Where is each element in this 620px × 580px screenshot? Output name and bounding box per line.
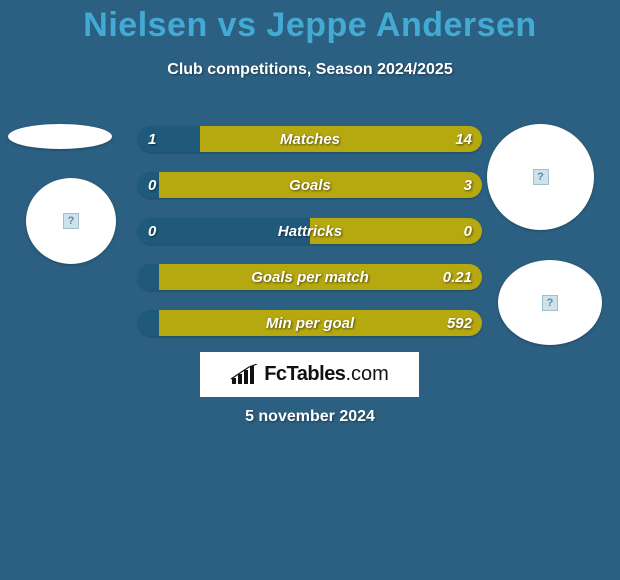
stat-label: Goals per match xyxy=(138,264,482,290)
page-title: Nielsen vs Jeppe Andersen xyxy=(0,0,620,45)
player-avatar-right-bottom xyxy=(498,260,602,345)
decorative-ellipse xyxy=(8,124,112,149)
player-avatar-right-top xyxy=(487,124,594,230)
stat-row: 592Min per goal xyxy=(138,310,482,336)
brand-name: FcTables xyxy=(264,363,345,385)
image-placeholder-icon xyxy=(542,295,558,311)
stat-label: Matches xyxy=(138,126,482,152)
image-placeholder-icon xyxy=(63,213,79,229)
brand-ext: .com xyxy=(345,363,388,385)
image-placeholder-icon xyxy=(533,169,549,185)
page-subtitle: Club competitions, Season 2024/2025 xyxy=(0,61,620,79)
stat-row: 0.21Goals per match xyxy=(138,264,482,290)
stat-label: Hattricks xyxy=(138,218,482,244)
player-avatar-left xyxy=(26,178,116,264)
date-line: 5 november 2024 xyxy=(0,408,620,426)
stat-row: 03Goals xyxy=(138,172,482,198)
stat-row: 114Matches xyxy=(138,126,482,152)
stat-label: Min per goal xyxy=(138,310,482,336)
stat-bars-container: 114Matches 03Goals 00Hattricks 0.21Goals pe… xyxy=(138,126,482,356)
stat-row: 00Hattricks xyxy=(138,218,482,244)
brand-bars-icon xyxy=(230,364,258,386)
brand-box: FcTables.com xyxy=(200,352,419,397)
stat-label: Goals xyxy=(138,172,482,198)
